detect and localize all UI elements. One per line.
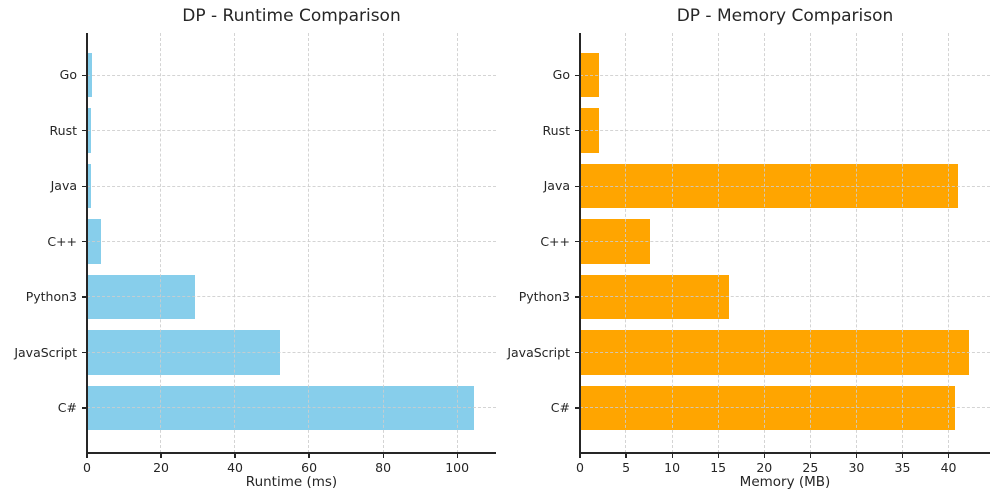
- x-tick-20: [160, 453, 162, 458]
- gridline-y-c: [87, 241, 496, 242]
- y-tick-c: [82, 241, 87, 243]
- x-tick-label-40: 40: [227, 460, 243, 475]
- chart-title-memory: DP - Memory Comparison: [676, 6, 894, 26]
- x-tick-35: [901, 453, 904, 458]
- y-tick-label-c: C++: [47, 233, 77, 249]
- x-tick-label-80: 80: [375, 460, 392, 475]
- x-tick-15: [717, 453, 719, 458]
- plot-area-memory: 0 5 10 15 20 25 30 35 40 Go Rust Java C++ Python3 Java…: [507, 33, 990, 475]
- x-tick-label-15: 15: [710, 460, 727, 475]
- y-axis-spine: [86, 33, 88, 454]
- y-tick-label-javascript: JavaScript: [507, 344, 570, 360]
- gridline-y-javascript: [87, 351, 496, 353]
- x-tick-20: [763, 453, 765, 458]
- y-tick-label-go: Go: [59, 67, 77, 83]
- y-tick-java: [575, 185, 580, 187]
- plot-area-runtime: 0 20 40 60 80 100 Go Rust Java C++ Python3 JavaScri…: [14, 33, 496, 475]
- x-axis-spine: [86, 452, 496, 454]
- y-tick-python3: [575, 296, 580, 298]
- y-tick-python3: [82, 296, 87, 298]
- y-tick-label-java: Java: [50, 178, 77, 194]
- chart-title-runtime: DP - Runtime Comparison: [182, 6, 401, 26]
- x-tick-30: [855, 453, 857, 458]
- x-axis-label-runtime: Runtime (ms): [245, 474, 338, 490]
- x-tick-label-100: 100: [445, 460, 470, 475]
- y-tick-label-c: C#: [57, 400, 77, 416]
- gridline-x-10: [671, 33, 673, 453]
- x-tick-80: [382, 453, 384, 458]
- x-tick-60: [308, 453, 310, 458]
- y-axis-spine: [579, 33, 581, 454]
- y-tick-rust: [575, 130, 580, 132]
- gridline-y-python3: [580, 296, 990, 298]
- gridline-x-100: [456, 33, 458, 453]
- y-tick-c: [82, 407, 87, 409]
- x-tick-40: [234, 453, 236, 458]
- gridline-y-java: [87, 185, 496, 187]
- gridline-x-80: [382, 33, 384, 453]
- gridline-y-rust: [580, 130, 990, 132]
- gridline-y-rust: [87, 130, 496, 132]
- y-tick-java: [82, 185, 87, 187]
- x-tick-label-30: 30: [848, 460, 865, 475]
- y-tick-label-python3: Python3: [25, 289, 77, 305]
- y-tick-rust: [82, 130, 87, 132]
- x-tick-label-35: 35: [894, 460, 911, 475]
- gridline-y-go: [87, 74, 496, 76]
- gridline-x-60: [308, 33, 310, 453]
- gridline-x-30: [855, 33, 857, 453]
- y-tick-javascript: [82, 351, 87, 354]
- x-tick-5: [625, 453, 627, 458]
- x-tick-label-20: 20: [153, 460, 169, 475]
- x-tick-label-25: 25: [802, 460, 819, 475]
- gridline-y-java: [580, 185, 990, 187]
- y-tick-label-java: Java: [543, 178, 570, 194]
- x-tick-label-5: 5: [622, 460, 631, 475]
- x-tick-label-20: 20: [756, 460, 773, 475]
- x-tick-10: [671, 453, 673, 458]
- x-tick-label-0: 0: [83, 460, 91, 475]
- x-tick-0: [86, 453, 88, 458]
- gridline-x-5: [625, 33, 627, 453]
- y-tick-label-c: C++: [540, 233, 570, 249]
- x-tick-label-0: 0: [576, 460, 584, 475]
- y-tick-label-python3: Python3: [518, 289, 570, 305]
- gridline-x-20: [160, 33, 162, 453]
- gridline-y-c: [580, 407, 990, 409]
- y-tick-label-rust: Rust: [542, 122, 570, 138]
- x-axis-spine: [579, 452, 990, 454]
- gridline-y-python3: [87, 296, 496, 298]
- y-tick-javascript: [575, 351, 580, 354]
- x-tick-40: [947, 453, 950, 458]
- y-tick-c: [575, 241, 580, 243]
- x-tick-25: [809, 453, 811, 458]
- x-tick-0: [579, 453, 581, 458]
- x-tick-100: [456, 453, 458, 458]
- gridline-x-40: [947, 33, 949, 453]
- gridline-y-javascript: [580, 351, 990, 353]
- y-tick-label-javascript: JavaScript: [14, 344, 77, 360]
- x-tick-label-60: 60: [301, 460, 318, 475]
- y-tick-label-go: Go: [552, 67, 570, 83]
- y-tick-go: [575, 74, 580, 76]
- x-axis-label-memory: Memory (MB): [739, 474, 831, 490]
- gridline-y-c: [580, 241, 990, 242]
- y-tick-c: [575, 407, 580, 409]
- y-tick-go: [82, 74, 87, 76]
- gridline-x-20: [763, 33, 765, 453]
- gridline-x-15: [717, 33, 719, 453]
- x-tick-label-10: 10: [664, 460, 681, 475]
- gridline-x-40: [234, 33, 236, 453]
- gridline-x-25: [809, 33, 811, 453]
- y-tick-label-c: C#: [550, 400, 570, 416]
- gridline-x-35: [901, 33, 903, 453]
- gridline-y-go: [580, 74, 990, 76]
- gridline-y-c: [87, 407, 496, 409]
- y-tick-label-rust: Rust: [49, 122, 77, 138]
- x-tick-label-40: 40: [940, 460, 957, 475]
